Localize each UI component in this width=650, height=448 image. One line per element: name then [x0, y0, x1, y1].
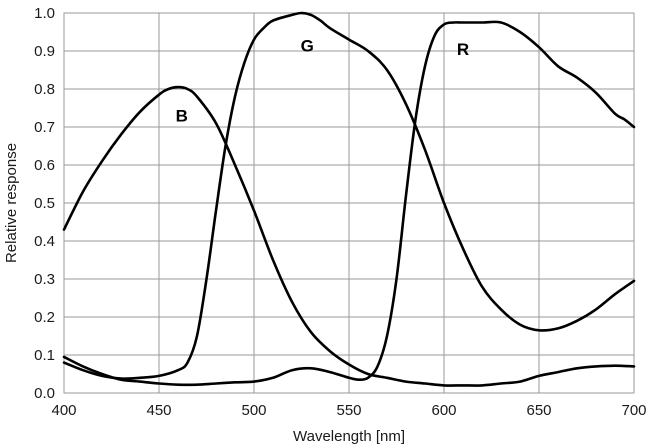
plot-area	[63, 12, 635, 394]
series-label-b: B	[176, 107, 188, 126]
y-tick-label: 0.5	[34, 195, 55, 212]
grid	[63, 12, 635, 394]
x-tick-label: 600	[431, 402, 456, 419]
y-tick-label: 0.1	[34, 347, 55, 364]
series-line-b	[62, 85, 636, 387]
y-tick-label: 0.8	[34, 81, 55, 98]
x-axis: 400 450 500 550 600 650 700	[51, 402, 646, 419]
series-line-g	[62, 11, 636, 380]
y-tick-label: 1.0	[34, 5, 55, 22]
y-tick-label: 0.7	[34, 119, 55, 136]
y-tick-label: 0.4	[34, 233, 55, 250]
x-axis-title: Wavelength [nm]	[293, 428, 405, 445]
y-tick-label: 0.0	[34, 385, 55, 402]
x-tick-label: 450	[146, 402, 171, 419]
series-labels: B G R	[176, 36, 469, 125]
y-axis: 0.0 0.1 0.2 0.3 0.4 0.5 0.6 0.7 0.8 0.9 1.0	[34, 5, 55, 402]
y-tick-label: 0.6	[34, 157, 55, 174]
series-line-r	[62, 20, 636, 387]
x-tick-label: 550	[336, 402, 361, 419]
series-label-g: G	[301, 36, 314, 55]
x-tick-label: 500	[241, 402, 266, 419]
series-layer	[62, 11, 636, 387]
x-tick-label: 700	[621, 402, 646, 419]
y-tick-label: 0.3	[34, 271, 55, 288]
series-label-r: R	[457, 40, 469, 59]
x-tick-label: 400	[51, 402, 76, 419]
y-tick-label: 0.9	[34, 43, 55, 60]
x-tick-label: 650	[526, 402, 551, 419]
y-tick-label: 0.2	[34, 309, 55, 326]
y-axis-title: Relative response	[3, 143, 20, 263]
